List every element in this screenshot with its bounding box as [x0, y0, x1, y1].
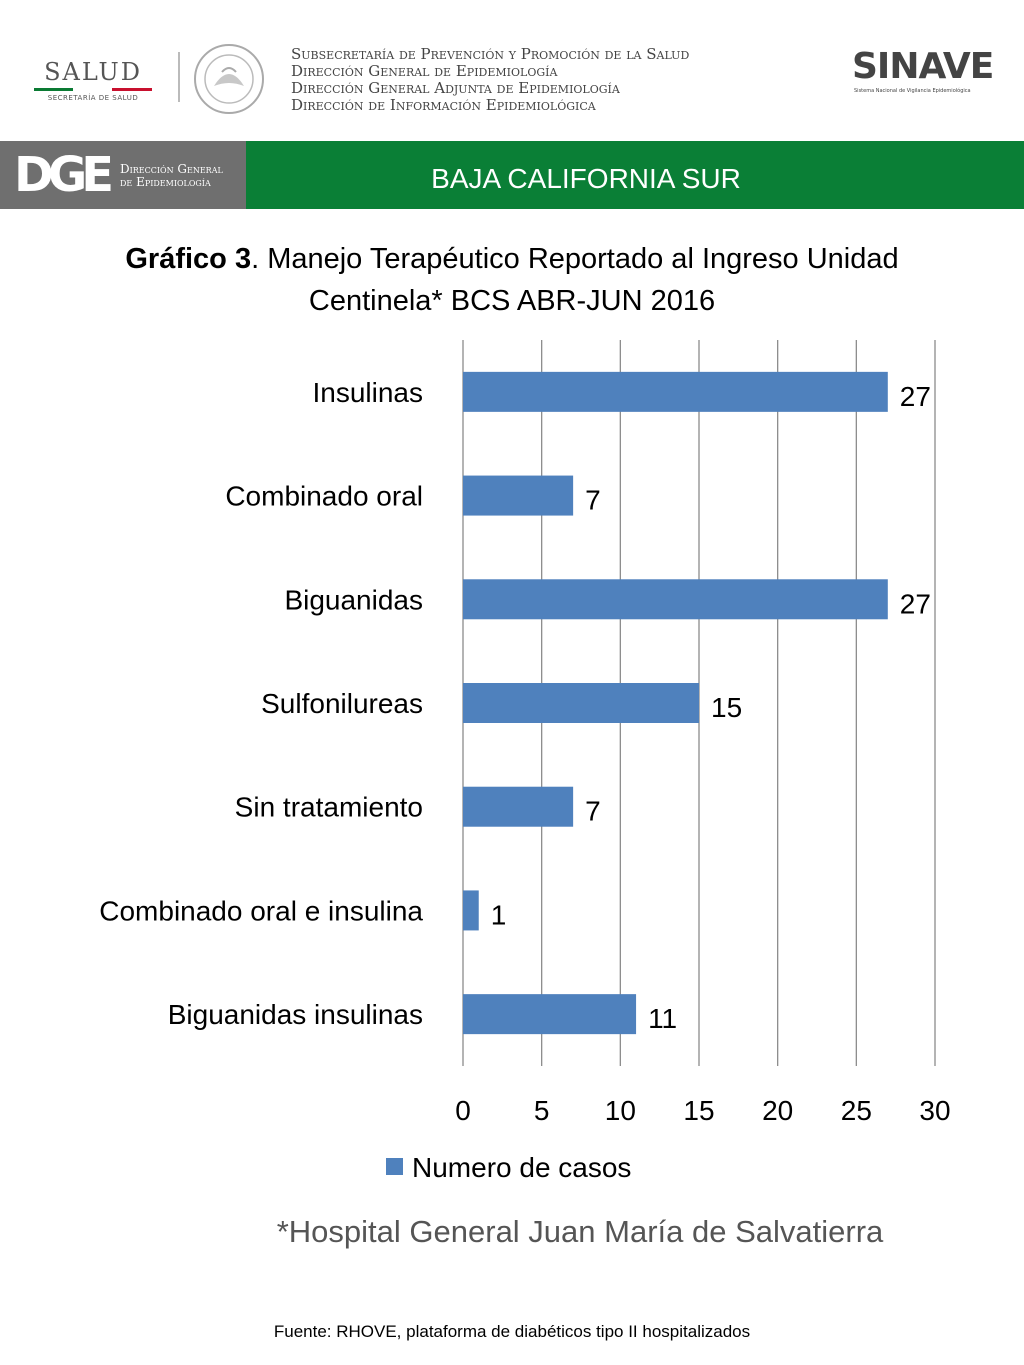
- chart-category-labels: Insulinas Combinado oral Biguanidas Sulfoni…: [99, 377, 423, 1030]
- chart-title: Gráfico 3. Manejo Terapéutico Reportado …: [40, 238, 984, 322]
- chart-tick-labels: 0 5 10 15 20 25 30: [455, 1095, 950, 1126]
- value-label-2: 27: [900, 588, 931, 619]
- chart-bars: [463, 371, 888, 1035]
- region-band: DGE Dirección General de Epidemiología B…: [0, 141, 1024, 209]
- x-tick-label-0: 0: [455, 1095, 471, 1126]
- agency-line-4: Dirección de Información Epidemiológica: [291, 96, 596, 114]
- sinave-logo: SINAVE Sistema Nacional de Vigilancia Ep…: [852, 46, 994, 100]
- x-tick-label-30: 30: [919, 1095, 950, 1126]
- bar-2: [463, 579, 888, 620]
- category-label-4: Sin tratamiento: [235, 792, 423, 823]
- chart-title-line-1: Gráfico 3. Manejo Terapéutico Reportado …: [40, 238, 984, 280]
- salud-logo: SALUD SECRETARÍA DE SALUD: [28, 58, 158, 108]
- value-label-6: 11: [648, 1003, 677, 1034]
- chart-title-prefix: Gráfico 3: [125, 243, 252, 275]
- header-divider: [178, 52, 180, 102]
- salud-logo-stripe: [34, 88, 152, 91]
- dge-text-line-2: de Epidemiología: [120, 175, 211, 189]
- chart-title-line-1-rest: . Manejo Terapéutico Reportado al Ingres…: [251, 243, 899, 275]
- category-label-3: Sulfonilureas: [261, 688, 423, 719]
- salud-logo-text: SALUD: [44, 58, 142, 86]
- x-tick-label-20: 20: [762, 1095, 793, 1126]
- dge-panel: DGE Dirección General de Epidemiología: [0, 141, 246, 209]
- region-name: BAJA CALIFORNIA SUR: [431, 163, 741, 194]
- dge-text-line-1: Dirección General: [120, 162, 223, 176]
- legend-label: Numero de casos: [412, 1152, 631, 1183]
- category-label-1: Combinado oral: [225, 481, 423, 512]
- chart-title-line-2: Centinela* BCS ABR-JUN 2016: [308, 285, 716, 317]
- agency-line-3: Dirección General Adjunta de Epidemiolog…: [291, 79, 620, 97]
- dge-logo-text: Dirección General de Epidemiología: [120, 163, 223, 189]
- bar-1: [463, 475, 574, 516]
- dge-logo: DGE: [14, 147, 114, 203]
- footnote: *Hospital General Juan María de Salvatie…: [276, 1214, 884, 1249]
- region-panel: BAJA CALIFORNIA SUR: [246, 141, 1024, 209]
- sinave-logo-text: SINAVE: [852, 46, 994, 87]
- value-label-1: 7: [585, 485, 601, 516]
- chart-grid: [462, 340, 936, 1066]
- bar-chart: Insulinas Combinado oral Biguanidas Sulfoni…: [99, 340, 951, 1183]
- category-label-0: Insulinas: [312, 377, 423, 408]
- bar-5: [463, 890, 479, 931]
- value-label-5: 1: [491, 899, 507, 930]
- national-seal-icon: [194, 44, 264, 114]
- category-label-2: Biguanidas: [284, 584, 423, 615]
- agency-lines: Subsecretaría de Prevención y Promoción …: [291, 46, 831, 114]
- category-label-6: Biguanidas insulinas: [168, 999, 423, 1030]
- value-label-0: 27: [900, 381, 931, 412]
- agency-line-2: Dirección General de Epidemiología: [291, 62, 558, 80]
- x-tick-label-5: 5: [534, 1095, 550, 1126]
- agency-line-1: Subsecretaría de Prevención y Promoción …: [291, 45, 690, 63]
- bar-6: [463, 994, 637, 1035]
- sinave-logo-subtext: Sistema Nacional de Vigilancia Epidemiol…: [854, 88, 971, 94]
- salud-logo-subtext: SECRETARÍA DE SALUD: [47, 94, 139, 102]
- bar-3: [463, 683, 699, 723]
- category-label-5: Combinado oral e insulina: [99, 895, 423, 926]
- page-header: SALUD SECRETARÍA DE SALUD Subsecretaría …: [0, 0, 1024, 140]
- x-tick-label-25: 25: [841, 1095, 872, 1126]
- bar-0: [463, 371, 888, 412]
- legend-swatch: [386, 1158, 403, 1175]
- chart-legend: Numero de casos: [386, 1152, 631, 1183]
- source-note: Fuente: RHOVE, plataforma de diabéticos …: [273, 1322, 751, 1341]
- x-tick-label-15: 15: [683, 1095, 714, 1126]
- value-label-4: 7: [585, 796, 601, 827]
- value-label-3: 15: [711, 692, 742, 723]
- x-tick-label-10: 10: [605, 1095, 636, 1126]
- bar-4: [463, 786, 574, 827]
